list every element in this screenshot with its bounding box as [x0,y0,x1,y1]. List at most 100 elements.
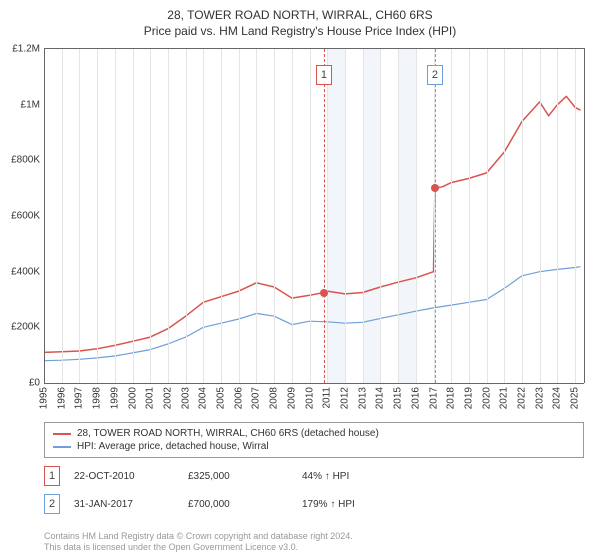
x-axis-tick-label: 2011 [322,387,333,409]
gridline-vertical [398,49,399,383]
gridline-vertical [327,49,328,383]
x-axis-tick-label: 2000 [127,387,138,409]
gridline-vertical [380,49,381,383]
legend-item-price-paid: 28, TOWER ROAD NORTH, WIRRAL, CH60 6RS (… [53,427,575,440]
series-line-price_paid [44,96,581,352]
x-axis-tick-label: 2012 [339,387,350,409]
gridline-vertical [186,49,187,383]
x-axis-tick-label: 2017 [428,387,439,409]
sale-date: 31-JAN-2017 [74,499,174,510]
x-axis-tick-label: 2006 [233,387,244,409]
x-axis-tick-label: 2005 [216,387,227,409]
footer-attribution: Contains HM Land Registry data © Crown c… [44,531,353,554]
gridline-vertical [540,49,541,383]
gridline-vertical [256,49,257,383]
reference-line [435,49,436,383]
x-axis-tick-label: 2025 [570,387,581,409]
chart-subtitle: Price paid vs. HM Land Registry's House … [0,22,600,44]
gridline-vertical [133,49,134,383]
y-axis-tick-label: £1.2M [12,44,40,55]
x-axis-tick-label: 2008 [269,387,280,409]
sale-price: £700,000 [188,499,288,510]
y-axis-line [44,49,45,383]
sales-list: 1 22-OCT-2010 £325,000 44% ↑ HPI 2 31-JAN-201… [44,458,584,514]
y-axis-tick-label: £400K [11,266,40,277]
x-axis-tick-label: 2001 [145,387,156,409]
sale-row: 1 22-OCT-2010 £325,000 44% ↑ HPI [44,458,584,486]
gridline-vertical [150,49,151,383]
gridline-vertical [79,49,80,383]
legend-item-hpi: HPI: Average price, detached house, Wirr… [53,440,575,453]
series-line-hpi [44,267,581,361]
gridline-vertical [416,49,417,383]
gridline-vertical [451,49,452,383]
y-axis-tick-label: £0 [29,378,40,389]
x-axis-tick-label: 2020 [481,387,492,409]
gridline-vertical [487,49,488,383]
gridline-vertical [274,49,275,383]
gridline-vertical [168,49,169,383]
y-axis-tick-label: £1M [21,99,40,110]
gridline-vertical [522,49,523,383]
x-axis-tick-label: 1995 [39,387,50,409]
gridline-vertical [363,49,364,383]
y-axis-tick-label: £800K [11,155,40,166]
chart-legend-section: 28, TOWER ROAD NORTH, WIRRAL, CH60 6RS (… [44,422,584,514]
footer-line: Contains HM Land Registry data © Crown c… [44,531,353,543]
sale-row: 2 31-JAN-2017 £700,000 179% ↑ HPI [44,486,584,514]
gridline-vertical [221,49,222,383]
legend-label: 28, TOWER ROAD NORTH, WIRRAL, CH60 6RS (… [77,428,379,439]
sale-marker [431,184,439,192]
x-axis-tick-label: 2014 [375,387,386,409]
x-axis-tick-label: 1998 [92,387,103,409]
x-axis-tick-label: 2022 [517,387,528,409]
y-axis-tick-label: £600K [11,211,40,222]
sale-delta: 179% ↑ HPI [302,499,402,510]
x-axis-tick-label: 2003 [180,387,191,409]
gridline-vertical [469,49,470,383]
y-axis-tick-label: £200K [11,322,40,333]
gridline-vertical [62,49,63,383]
sale-badge: 1 [44,466,60,486]
chart-plot-area: 1995199619971998199920002001200220032004… [44,48,585,383]
gridline-vertical [97,49,98,383]
x-axis-tick-label: 2021 [499,387,510,409]
sale-marker [320,289,328,297]
gridline-vertical [575,49,576,383]
x-axis-tick-label: 2007 [251,387,262,409]
x-axis-tick-label: 1996 [56,387,67,409]
x-axis-tick-label: 2015 [393,387,404,409]
x-axis-tick-label: 2010 [304,387,315,409]
gridline-vertical [310,49,311,383]
gridline-vertical [557,49,558,383]
gridline-vertical [239,49,240,383]
x-axis-line [44,383,584,384]
sale-delta: 44% ↑ HPI [302,471,402,482]
x-axis-tick-label: 2013 [357,387,368,409]
x-axis-tick-label: 1997 [74,387,85,409]
gridline-vertical [345,49,346,383]
x-axis-tick-label: 2016 [410,387,421,409]
x-axis-tick-label: 2018 [446,387,457,409]
x-axis-tick-label: 2023 [534,387,545,409]
x-axis-tick-label: 2024 [552,387,563,409]
sale-badge: 2 [44,494,60,514]
footer-line: This data is licensed under the Open Gov… [44,542,353,554]
legend-box: 28, TOWER ROAD NORTH, WIRRAL, CH60 6RS (… [44,422,584,458]
legend-swatch [53,433,71,435]
gridline-vertical [115,49,116,383]
x-axis-tick-label: 2002 [162,387,173,409]
x-axis-tick-label: 2009 [286,387,297,409]
x-axis-tick-label: 2004 [198,387,209,409]
chart-title: 28, TOWER ROAD NORTH, WIRRAL, CH60 6RS [0,0,600,22]
x-axis-tick-label: 1999 [109,387,120,409]
reference-badge: 2 [427,65,443,85]
sale-date: 22-OCT-2010 [74,471,174,482]
x-axis-tick-label: 2019 [463,387,474,409]
sale-price: £325,000 [188,471,288,482]
gridline-vertical [292,49,293,383]
legend-label: HPI: Average price, detached house, Wirr… [77,441,269,452]
reference-line [324,49,325,383]
reference-badge: 1 [316,65,332,85]
gridline-vertical [504,49,505,383]
